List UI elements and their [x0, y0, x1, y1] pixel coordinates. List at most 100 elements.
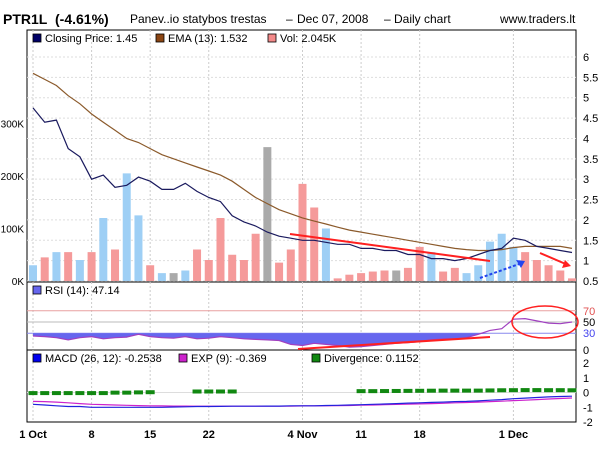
divergence-bar [544, 388, 554, 393]
x-tick-label: 1 Dec [499, 429, 528, 441]
legend-swatch [32, 285, 42, 295]
divergence-bar [462, 388, 472, 393]
divergence-bar [87, 391, 97, 396]
rsi-tick-label: 0 [583, 345, 589, 357]
divergence-bar [380, 389, 390, 394]
rsi-oversold-fill [33, 333, 572, 348]
volume-bar [368, 271, 377, 281]
volume-bar [521, 252, 530, 281]
trendline-annotations [289, 233, 579, 350]
ema-line [32, 72, 573, 252]
x-tick-label: 1 Oct [19, 429, 47, 441]
legend-swatch [32, 353, 42, 363]
price-tick-label: 2 [583, 215, 589, 227]
divergence-bar [415, 388, 425, 393]
red-arrow-head [562, 260, 571, 268]
volume-tick-label: 300K [1, 120, 25, 131]
x-tick-label: 11 [355, 429, 367, 441]
volume-bar [403, 267, 412, 281]
price-tick-label: 5 [583, 93, 589, 105]
volume-bar [29, 265, 37, 281]
volume-bar [134, 215, 143, 281]
rsi-line [32, 317, 573, 348]
volume-bar [52, 252, 61, 281]
separator: – [286, 12, 293, 26]
macd-line [32, 395, 573, 408]
volume-bar [193, 249, 202, 281]
volume-bar [216, 218, 225, 281]
rsi-highlight-circle [511, 305, 579, 339]
divergence-bar [28, 391, 38, 396]
legend-label: Vol: 2.045K [280, 33, 337, 45]
divergence-bar [204, 389, 214, 394]
volume-bar [181, 270, 190, 281]
rsi-trendline [297, 336, 491, 350]
price-tick-label: 3.5 [583, 154, 598, 166]
divergence-bar [508, 388, 518, 393]
volume-bar [532, 260, 541, 281]
legend-swatch [32, 33, 42, 43]
legend-label: Divergence: 0.1152 [324, 353, 419, 365]
divergence-bar [450, 388, 460, 393]
price-lines [32, 72, 573, 262]
volume-bar [310, 207, 319, 281]
blue-arrow-line [479, 262, 523, 279]
rsi-tick-label: 30 [583, 328, 595, 340]
volume-bar [357, 273, 366, 281]
volume-bar [111, 249, 120, 281]
x-tick-label: 18 [414, 429, 426, 441]
macd-tick-label: -1 [583, 402, 593, 414]
divergence-bar [51, 391, 61, 396]
divergence-bar [403, 388, 413, 393]
chart-period: Daily chart [394, 12, 451, 26]
divergence-bar [133, 390, 143, 395]
volume-bar [286, 249, 295, 281]
volume-bar [87, 252, 96, 281]
divergence-bar [110, 390, 120, 395]
volume-bar [568, 278, 576, 281]
chart-description: Panev..io statybos trestas [130, 12, 267, 26]
volume-bar [556, 270, 565, 281]
volume-bar [263, 147, 272, 281]
volume-bar [146, 265, 155, 281]
volume-bar [474, 265, 483, 281]
divergence-bar [192, 389, 202, 394]
legend-swatch [311, 353, 321, 363]
chart-date: Dec 07, 2008 [297, 12, 369, 26]
price-tick-label: 3 [583, 174, 589, 186]
site-link[interactable]: www.traders.lt [499, 12, 576, 26]
volume-bar [415, 246, 424, 281]
price-tick-label: 4 [583, 133, 589, 145]
volume-bar [275, 262, 284, 281]
legend-label: Closing Price: 1.45 [45, 33, 137, 45]
x-tick-label: 22 [203, 429, 215, 441]
volume-bar [462, 273, 471, 281]
macd-tick-label: 0 [583, 388, 589, 400]
volume-bar [169, 273, 178, 281]
divergence-bar [555, 388, 565, 393]
volume-bar [298, 183, 307, 281]
volume-bar [75, 260, 84, 281]
divergence-bar [122, 390, 132, 395]
macd-tick-label: -2 [583, 417, 593, 429]
divergence-bar [63, 391, 73, 396]
divergence-bar [426, 388, 436, 393]
divergence-bar [485, 388, 495, 393]
volume-bar [544, 265, 553, 281]
volume-bar [239, 260, 248, 281]
macd-tick-label: 1 [583, 373, 589, 385]
legend-label: RSI (14): 47.14 [45, 285, 120, 297]
legend-label: EMA (13): 1.532 [168, 33, 248, 45]
volume-bar [251, 233, 260, 281]
macd-panel [26, 349, 577, 423]
volume-bar [497, 233, 506, 281]
volume-bar [40, 257, 49, 281]
rsi-tick-label: 70 [583, 306, 595, 318]
volume-bar [427, 252, 436, 281]
volume-bar [345, 274, 354, 281]
price-tick-label: 4.5 [583, 113, 598, 125]
divergence-bar [145, 390, 155, 395]
volume-bar [439, 271, 448, 281]
legends: Closing Price: 1.45 EMA (13): 1.532 Vol: 2… [32, 33, 419, 365]
